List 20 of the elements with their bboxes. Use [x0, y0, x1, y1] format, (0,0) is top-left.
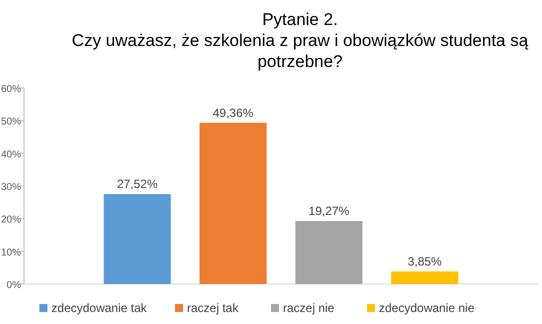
data-label: 3,85%	[408, 254, 442, 268]
data-label: 19,27%	[308, 204, 350, 218]
bar	[295, 221, 362, 284]
y-tick-label: 60%	[0, 84, 22, 95]
legend-label: zdecydowanie tak	[51, 301, 148, 315]
bar	[391, 271, 458, 284]
legend-label: zdecydowanie nie	[379, 301, 475, 315]
chart-title: Pytanie 2. Czy uważasz, że szkolenia z praw i obowiązków studenta są potrzebne?	[72, 10, 529, 71]
legend-label: raczej tak	[187, 301, 240, 315]
data-label: 49,36%	[212, 106, 254, 120]
bar	[104, 194, 171, 284]
y-tick-label: 40%	[0, 149, 22, 160]
bar	[200, 122, 267, 284]
y-tick-label: 20%	[0, 214, 22, 226]
y-tick-label: 10%	[0, 247, 22, 258]
y-tick-label: 50%	[0, 116, 22, 128]
data-label: 27,52%	[116, 177, 158, 192]
y-tick-label: 30%	[0, 182, 22, 193]
y-tick-label: 0%	[6, 280, 22, 291]
legend-label: raczej nie	[283, 301, 335, 315]
